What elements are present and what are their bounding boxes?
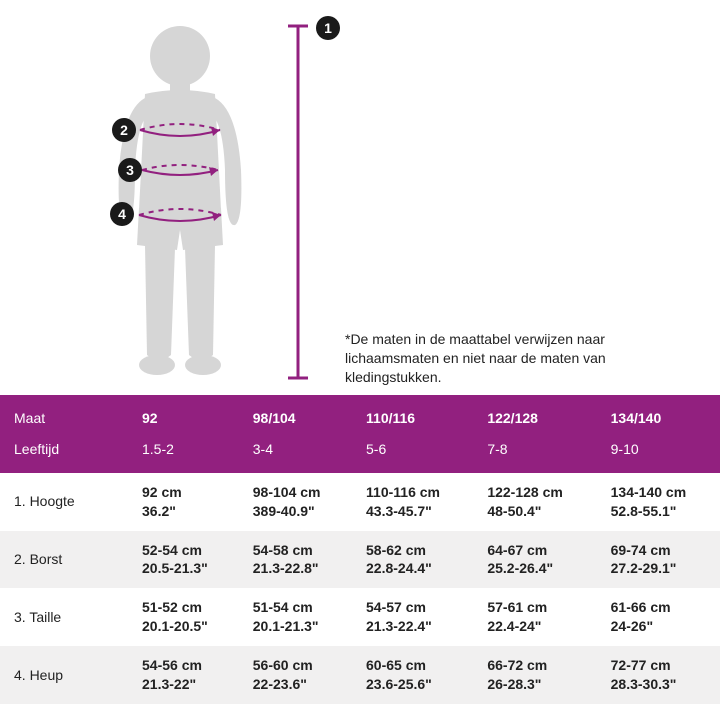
height-indicator xyxy=(288,22,308,382)
row-label: 2. Borst xyxy=(0,531,128,589)
cell: 54-56 cm21.3-22" xyxy=(128,646,239,704)
header-value: 122/128 xyxy=(473,395,596,436)
cell-in: 28.3-30.3" xyxy=(611,675,714,694)
cell-in: 43.3-45.7" xyxy=(366,502,467,521)
cell-cm: 54-56 cm xyxy=(142,656,233,675)
cell: 58-62 cm22.8-24.4" xyxy=(352,531,473,589)
cell-cm: 92 cm xyxy=(142,483,233,502)
cell-cm: 98-104 cm xyxy=(253,483,346,502)
table-row: 2. Borst52-54 cm20.5-21.3"54-58 cm21.3-2… xyxy=(0,531,720,589)
measurement-diagram: 1 2 3 4 *De maten in de maattabel verwij… xyxy=(0,0,720,395)
header-label: Leeftijd xyxy=(0,436,128,473)
cell: 72-77 cm28.3-30.3" xyxy=(597,646,720,704)
cell: 56-60 cm22-23.6" xyxy=(239,646,352,704)
child-silhouette xyxy=(85,20,275,380)
cell-cm: 64-67 cm xyxy=(487,541,590,560)
cell-in: 20.1-20.5" xyxy=(142,617,233,636)
header-label: Maat xyxy=(0,395,128,436)
cell-cm: 54-58 cm xyxy=(253,541,346,560)
marker-waist-label: 3 xyxy=(126,162,134,178)
cell-in: 20.5-21.3" xyxy=(142,559,233,578)
cell: 61-66 cm24-26" xyxy=(597,588,720,646)
cell-cm: 134-140 cm xyxy=(611,483,714,502)
cell-in: 25.2-26.4" xyxy=(487,559,590,578)
cell: 51-54 cm20.1-21.3" xyxy=(239,588,352,646)
row-label: 3. Taille xyxy=(0,588,128,646)
table-row: 4. Heup54-56 cm21.3-22"56-60 cm22-23.6"6… xyxy=(0,646,720,704)
cell-cm: 51-52 cm xyxy=(142,598,233,617)
cell: 57-61 cm22.4-24" xyxy=(473,588,596,646)
marker-chest: 2 xyxy=(112,118,136,142)
cell-in: 52.8-55.1" xyxy=(611,502,714,521)
table-header-row: Leeftijd1.5-23-45-67-89-10 xyxy=(0,436,720,473)
header-value: 7-8 xyxy=(473,436,596,473)
cell-in: 21.3-22.4" xyxy=(366,617,467,636)
cell: 64-67 cm25.2-26.4" xyxy=(473,531,596,589)
footnote: *De maten in de maattabel verwijzen naar… xyxy=(345,330,695,387)
cell-cm: 66-72 cm xyxy=(487,656,590,675)
cell-in: 23.6-25.6" xyxy=(366,675,467,694)
cell: 98-104 cm389-40.9" xyxy=(239,473,352,531)
cell-cm: 58-62 cm xyxy=(366,541,467,560)
cell-in: 389-40.9" xyxy=(253,502,346,521)
cell: 69-74 cm27.2-29.1" xyxy=(597,531,720,589)
cell: 52-54 cm20.5-21.3" xyxy=(128,531,239,589)
marker-hip: 4 xyxy=(110,202,134,226)
cell-cm: 51-54 cm xyxy=(253,598,346,617)
table-row: 1. Hoogte92 cm36.2"98-104 cm389-40.9"110… xyxy=(0,473,720,531)
cell: 54-58 cm21.3-22.8" xyxy=(239,531,352,589)
cell-cm: 60-65 cm xyxy=(366,656,467,675)
header-value: 92 xyxy=(128,395,239,436)
cell-cm: 122-128 cm xyxy=(487,483,590,502)
cell: 60-65 cm23.6-25.6" xyxy=(352,646,473,704)
marker-waist: 3 xyxy=(118,158,142,182)
marker-chest-label: 2 xyxy=(120,122,128,138)
size-table-body: Maat9298/104110/116122/128134/140Leeftij… xyxy=(0,395,720,704)
cell: 66-72 cm26-28.3" xyxy=(473,646,596,704)
cell-cm: 57-61 cm xyxy=(487,598,590,617)
header-value: 134/140 xyxy=(597,395,720,436)
cell-in: 20.1-21.3" xyxy=(253,617,346,636)
cell: 122-128 cm48-50.4" xyxy=(473,473,596,531)
row-label: 1. Hoogte xyxy=(0,473,128,531)
header-value: 5-6 xyxy=(352,436,473,473)
table-header-row: Maat9298/104110/116122/128134/140 xyxy=(0,395,720,436)
cell-in: 27.2-29.1" xyxy=(611,559,714,578)
cell-cm: 110-116 cm xyxy=(366,483,467,502)
table-row: 3. Taille51-52 cm20.1-20.5"51-54 cm20.1-… xyxy=(0,588,720,646)
cell-in: 24-26" xyxy=(611,617,714,636)
cell-in: 21.3-22" xyxy=(142,675,233,694)
cell: 134-140 cm52.8-55.1" xyxy=(597,473,720,531)
cell: 54-57 cm21.3-22.4" xyxy=(352,588,473,646)
cell-cm: 72-77 cm xyxy=(611,656,714,675)
cell: 110-116 cm43.3-45.7" xyxy=(352,473,473,531)
cell-in: 22-23.6" xyxy=(253,675,346,694)
row-label: 4. Heup xyxy=(0,646,128,704)
cell-cm: 54-57 cm xyxy=(366,598,467,617)
cell: 51-52 cm20.1-20.5" xyxy=(128,588,239,646)
cell-in: 48-50.4" xyxy=(487,502,590,521)
cell: 92 cm36.2" xyxy=(128,473,239,531)
cell-in: 36.2" xyxy=(142,502,233,521)
header-value: 1.5-2 xyxy=(128,436,239,473)
marker-height: 1 xyxy=(316,16,340,40)
marker-hip-label: 4 xyxy=(118,206,126,222)
cell-in: 21.3-22.8" xyxy=(253,559,346,578)
header-value: 9-10 xyxy=(597,436,720,473)
cell-cm: 69-74 cm xyxy=(611,541,714,560)
cell-cm: 56-60 cm xyxy=(253,656,346,675)
marker-height-label: 1 xyxy=(324,20,332,36)
cell-cm: 61-66 cm xyxy=(611,598,714,617)
cell-cm: 52-54 cm xyxy=(142,541,233,560)
header-value: 110/116 xyxy=(352,395,473,436)
size-table: Maat9298/104110/116122/128134/140Leeftij… xyxy=(0,395,720,704)
cell-in: 22.8-24.4" xyxy=(366,559,467,578)
cell-in: 26-28.3" xyxy=(487,675,590,694)
header-value: 3-4 xyxy=(239,436,352,473)
cell-in: 22.4-24" xyxy=(487,617,590,636)
header-value: 98/104 xyxy=(239,395,352,436)
